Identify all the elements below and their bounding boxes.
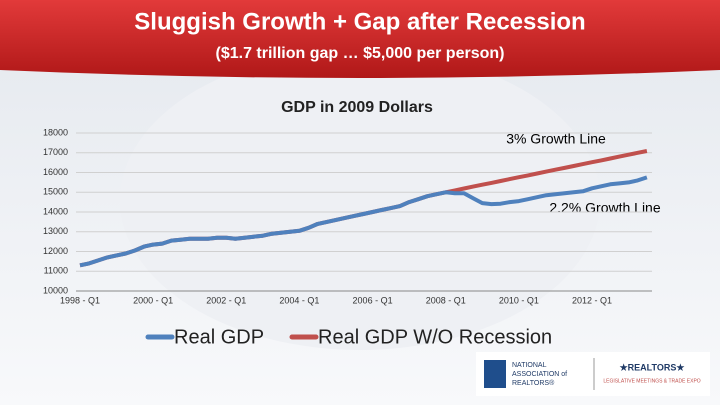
x-tick-label: 2004 - Q1 bbox=[279, 295, 319, 305]
legend-label: Real GDP bbox=[174, 326, 264, 348]
logo-box bbox=[476, 352, 710, 396]
annotation: 2.2% Growth Line bbox=[549, 200, 660, 216]
y-tick-label: 16000 bbox=[43, 167, 68, 177]
chart-title: GDP in 2009 Dollars bbox=[281, 99, 433, 116]
slide-subtitle: ($1.7 trillion gap … $5,000 per person) bbox=[216, 45, 505, 62]
x-tick-label: 2012 - Q1 bbox=[572, 295, 612, 305]
banner bbox=[0, 0, 720, 78]
x-tick-label: 2000 - Q1 bbox=[133, 295, 173, 305]
logo-text: LEGISLATIVE MEETINGS & TRADE EXPO bbox=[603, 378, 700, 384]
annotation: 3% Growth Line bbox=[506, 131, 606, 147]
x-tick-label: 2002 - Q1 bbox=[206, 295, 246, 305]
x-tick-label: 1998 - Q1 bbox=[60, 295, 100, 305]
logo-icon bbox=[484, 360, 506, 388]
y-tick-label: 11000 bbox=[44, 266, 68, 276]
logo-text: REALTORS® bbox=[512, 379, 555, 387]
x-tick-label: 2008 - Q1 bbox=[426, 295, 466, 305]
y-tick-label: 17000 bbox=[43, 147, 68, 157]
x-tick-label: 2010 - Q1 bbox=[499, 295, 539, 305]
y-tick-label: 14000 bbox=[43, 206, 68, 216]
y-tick-label: 18000 bbox=[43, 127, 68, 137]
y-tick-label: 15000 bbox=[43, 187, 68, 197]
y-tick-label: 12000 bbox=[43, 246, 68, 256]
y-tick-label: 10000 bbox=[43, 285, 68, 295]
logo-text: ASSOCIATION of bbox=[512, 371, 567, 378]
logo-text: NATIONAL bbox=[512, 362, 547, 369]
logo-text: ★REALTORS★ bbox=[620, 362, 686, 372]
backdrop bbox=[120, 50, 600, 350]
slide-title: Sluggish Growth + Gap after Recession bbox=[134, 8, 585, 35]
y-tick-label: 13000 bbox=[43, 226, 68, 236]
legend-label: Real GDP W/O Recession bbox=[318, 326, 552, 348]
x-tick-label: 2006 - Q1 bbox=[353, 295, 393, 305]
series-line bbox=[79, 175, 648, 268]
